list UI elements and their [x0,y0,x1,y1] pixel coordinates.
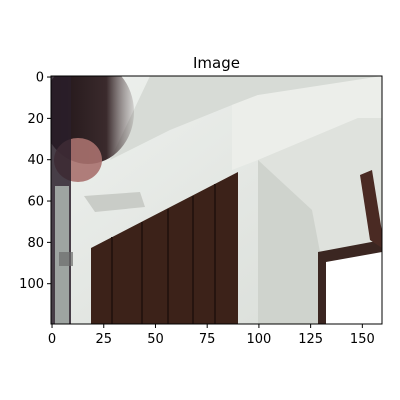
x-tick-label: 75 [199,332,216,347]
y-tick-label: 20 [27,112,44,127]
y-tick-label: 0 [36,71,44,86]
y-tick-label: 60 [27,195,44,210]
y-tick-label: 100 [19,277,44,292]
x-tick-label: 50 [147,332,164,347]
x-tick-label: 0 [48,332,56,347]
image-raster [51,76,382,324]
plot-frame [50,75,383,325]
x-tick-label: 150 [350,332,375,347]
chart-title: Image [193,54,240,72]
y-axis: 0 20 40 60 80 100 [19,71,51,292]
wardrobe-shape [91,172,238,324]
x-tick-label: 100 [246,332,271,347]
y-tick-label: 40 [27,153,44,168]
x-tick-label: 25 [95,332,112,347]
x-tick-label: 125 [298,332,323,347]
y-tick-label: 80 [27,236,44,251]
x-axis: 0 25 50 75 100 125 150 [48,324,375,347]
